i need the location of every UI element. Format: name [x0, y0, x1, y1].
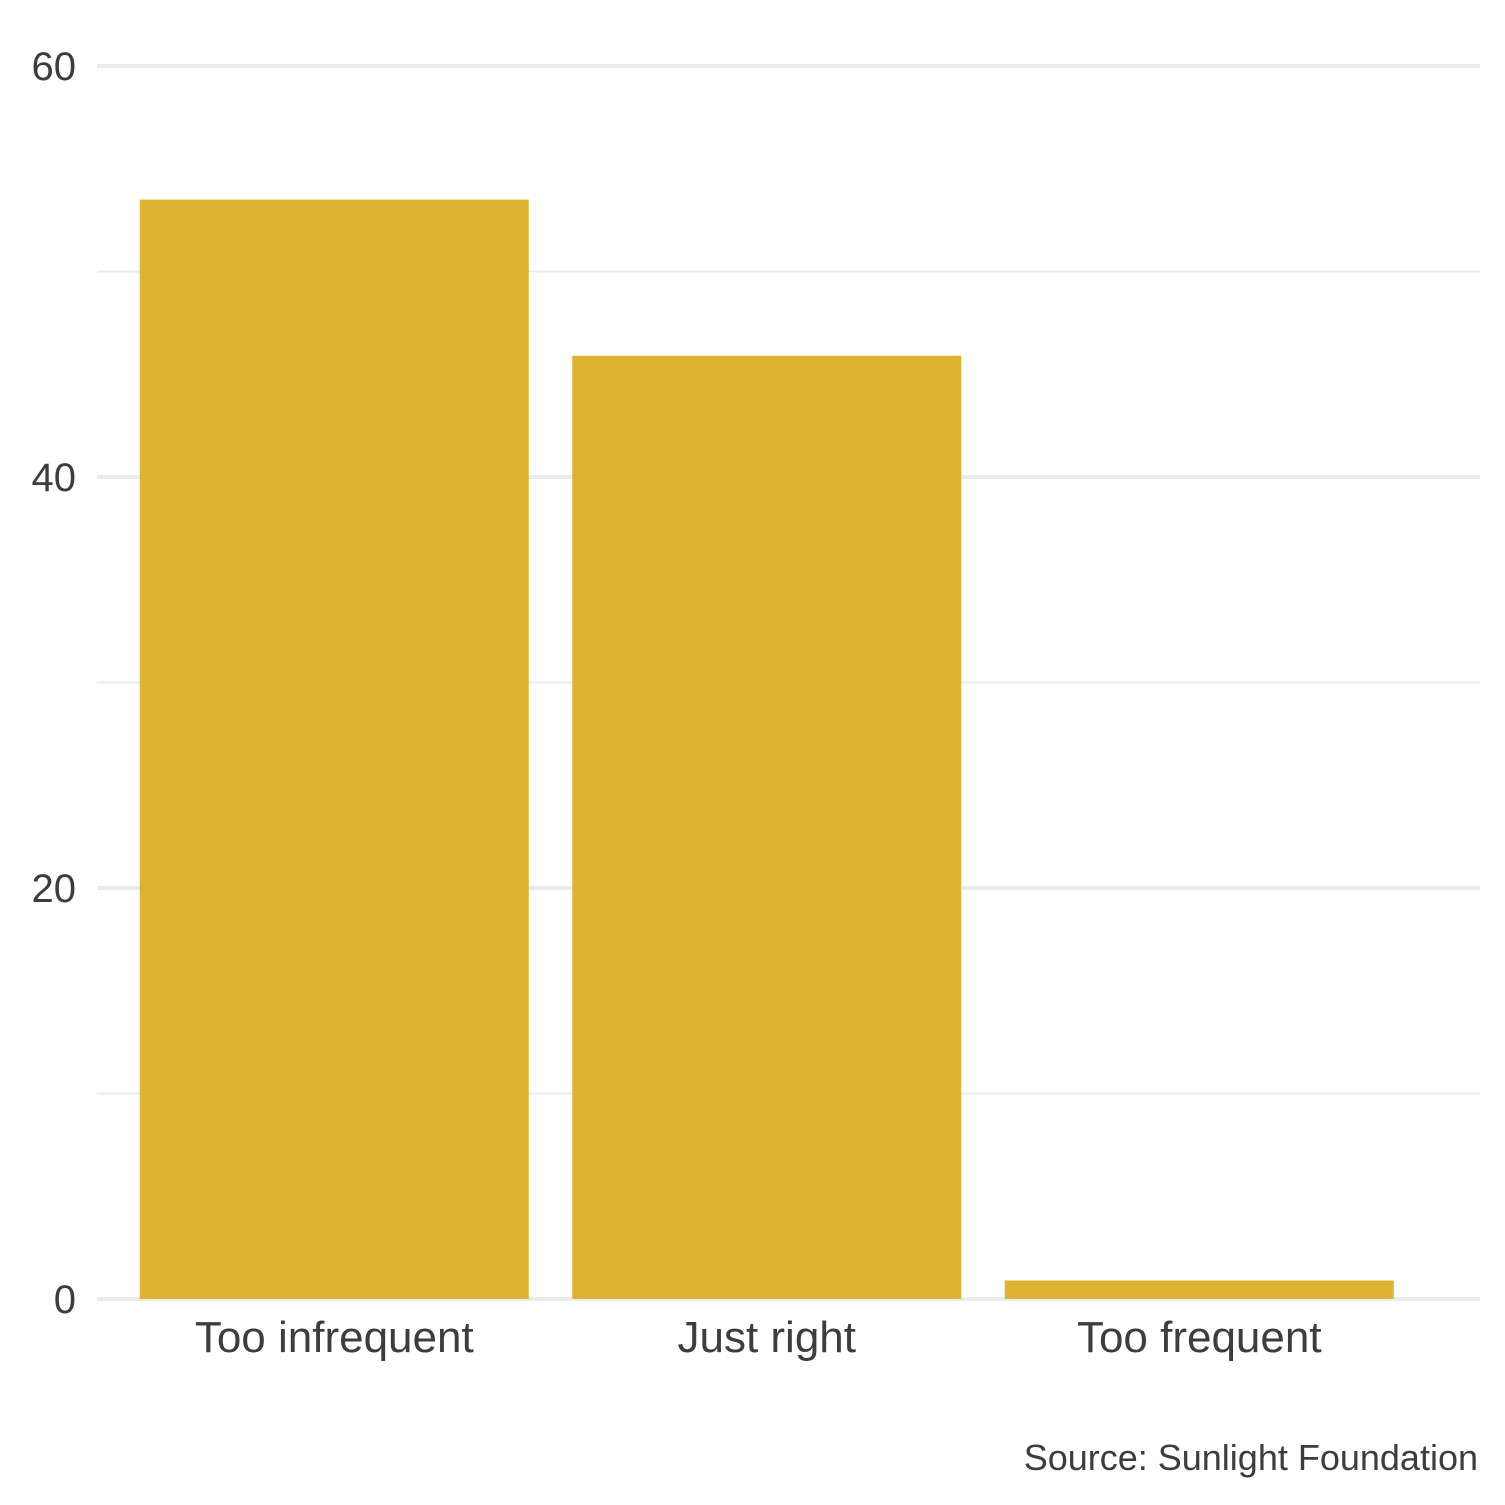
y-tick-label: 20 — [32, 867, 77, 911]
x-axis-tick-labels: Too infrequent Just right Too frequent — [195, 1313, 1322, 1362]
y-tick-label: 0 — [54, 1278, 76, 1322]
x-tick-label: Too infrequent — [195, 1313, 474, 1362]
bars — [139, 199, 1394, 1300]
y-tick-label: 60 — [32, 45, 77, 89]
bar — [1004, 1280, 1394, 1299]
x-tick-label: Too frequent — [1077, 1313, 1322, 1362]
chart-caption: Source: Sunlight Foundation — [1024, 1437, 1478, 1478]
bar — [139, 199, 529, 1300]
x-tick-label: Just right — [677, 1313, 856, 1362]
y-tick-label: 40 — [32, 456, 77, 500]
y-axis-tick-labels: 0 20 40 60 — [32, 45, 77, 1322]
bar — [572, 355, 962, 1299]
